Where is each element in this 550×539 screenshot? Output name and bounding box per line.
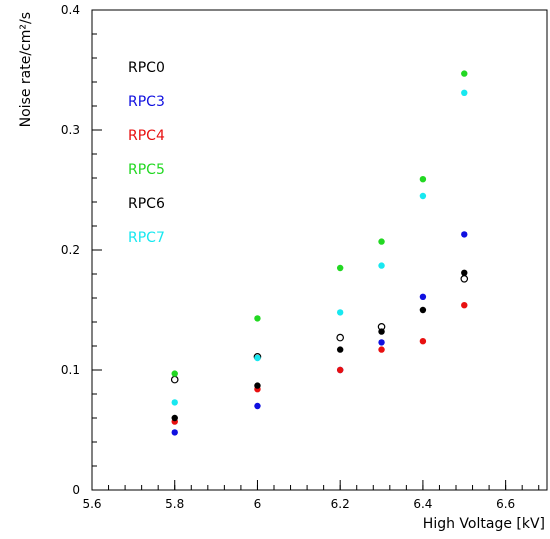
data-point [336,309,344,316]
legend: RPC0 RPC3 RPC4 RPC5 RPC6 RPC7 [128,60,165,246]
legend-entry: RPC3 [128,94,165,110]
data-point [170,375,179,384]
plot-area [91,9,548,491]
y-tick-label: 0.2 [61,243,80,257]
axis-ticks [91,9,540,491]
y-axis-title: Noise rate/cm²/s [18,12,34,127]
data-point [419,338,427,345]
axis-tick-labels: 5.6 5.8 6 6.2 6.4 6.6 0 0.1 0.2 0.3 0.4 [61,3,515,511]
x-tick-label: 5.6 [82,497,101,511]
data-point [336,333,344,342]
data-point [254,354,261,362]
data-point [461,89,468,97]
data-points [170,70,469,436]
x-tick-label: 6.4 [413,497,432,511]
data-point [461,302,468,309]
data-point [378,339,385,346]
data-point [378,262,385,269]
data-point [336,346,344,353]
data-point [419,192,427,200]
legend-entry: RPC0 [128,60,165,76]
data-point [254,382,261,389]
y-tick-label: 0.1 [61,363,80,377]
x-tick-label: 6.6 [496,497,515,511]
data-point [461,269,468,276]
legend-entry: RPC7 [128,230,165,246]
data-point [419,293,427,300]
data-point [419,306,427,314]
legend-entry: RPC4 [128,128,165,144]
data-point [171,370,178,377]
data-point [378,328,385,335]
data-point [378,238,385,245]
data-point [419,176,427,183]
data-point [461,70,468,77]
x-tick-label: 6 [254,497,262,511]
data-point [336,366,344,374]
x-tick-label: 6.2 [331,497,350,511]
x-axis-title: High Voltage [kV] [423,516,545,532]
data-point [378,346,385,353]
data-point [336,264,344,272]
y-tick-label: 0.3 [61,123,80,137]
legend-entry: RPC5 [128,162,165,178]
y-tick-label: 0.4 [61,3,80,17]
x-tick-label: 5.8 [165,497,184,511]
data-point [171,399,178,406]
data-point [254,315,261,322]
data-point [460,274,469,283]
data-point [254,402,261,410]
legend-entry: RPC6 [128,196,165,212]
data-point [171,429,178,436]
data-point [171,414,178,422]
y-tick-label: 0 [72,483,80,497]
data-point [461,231,468,238]
